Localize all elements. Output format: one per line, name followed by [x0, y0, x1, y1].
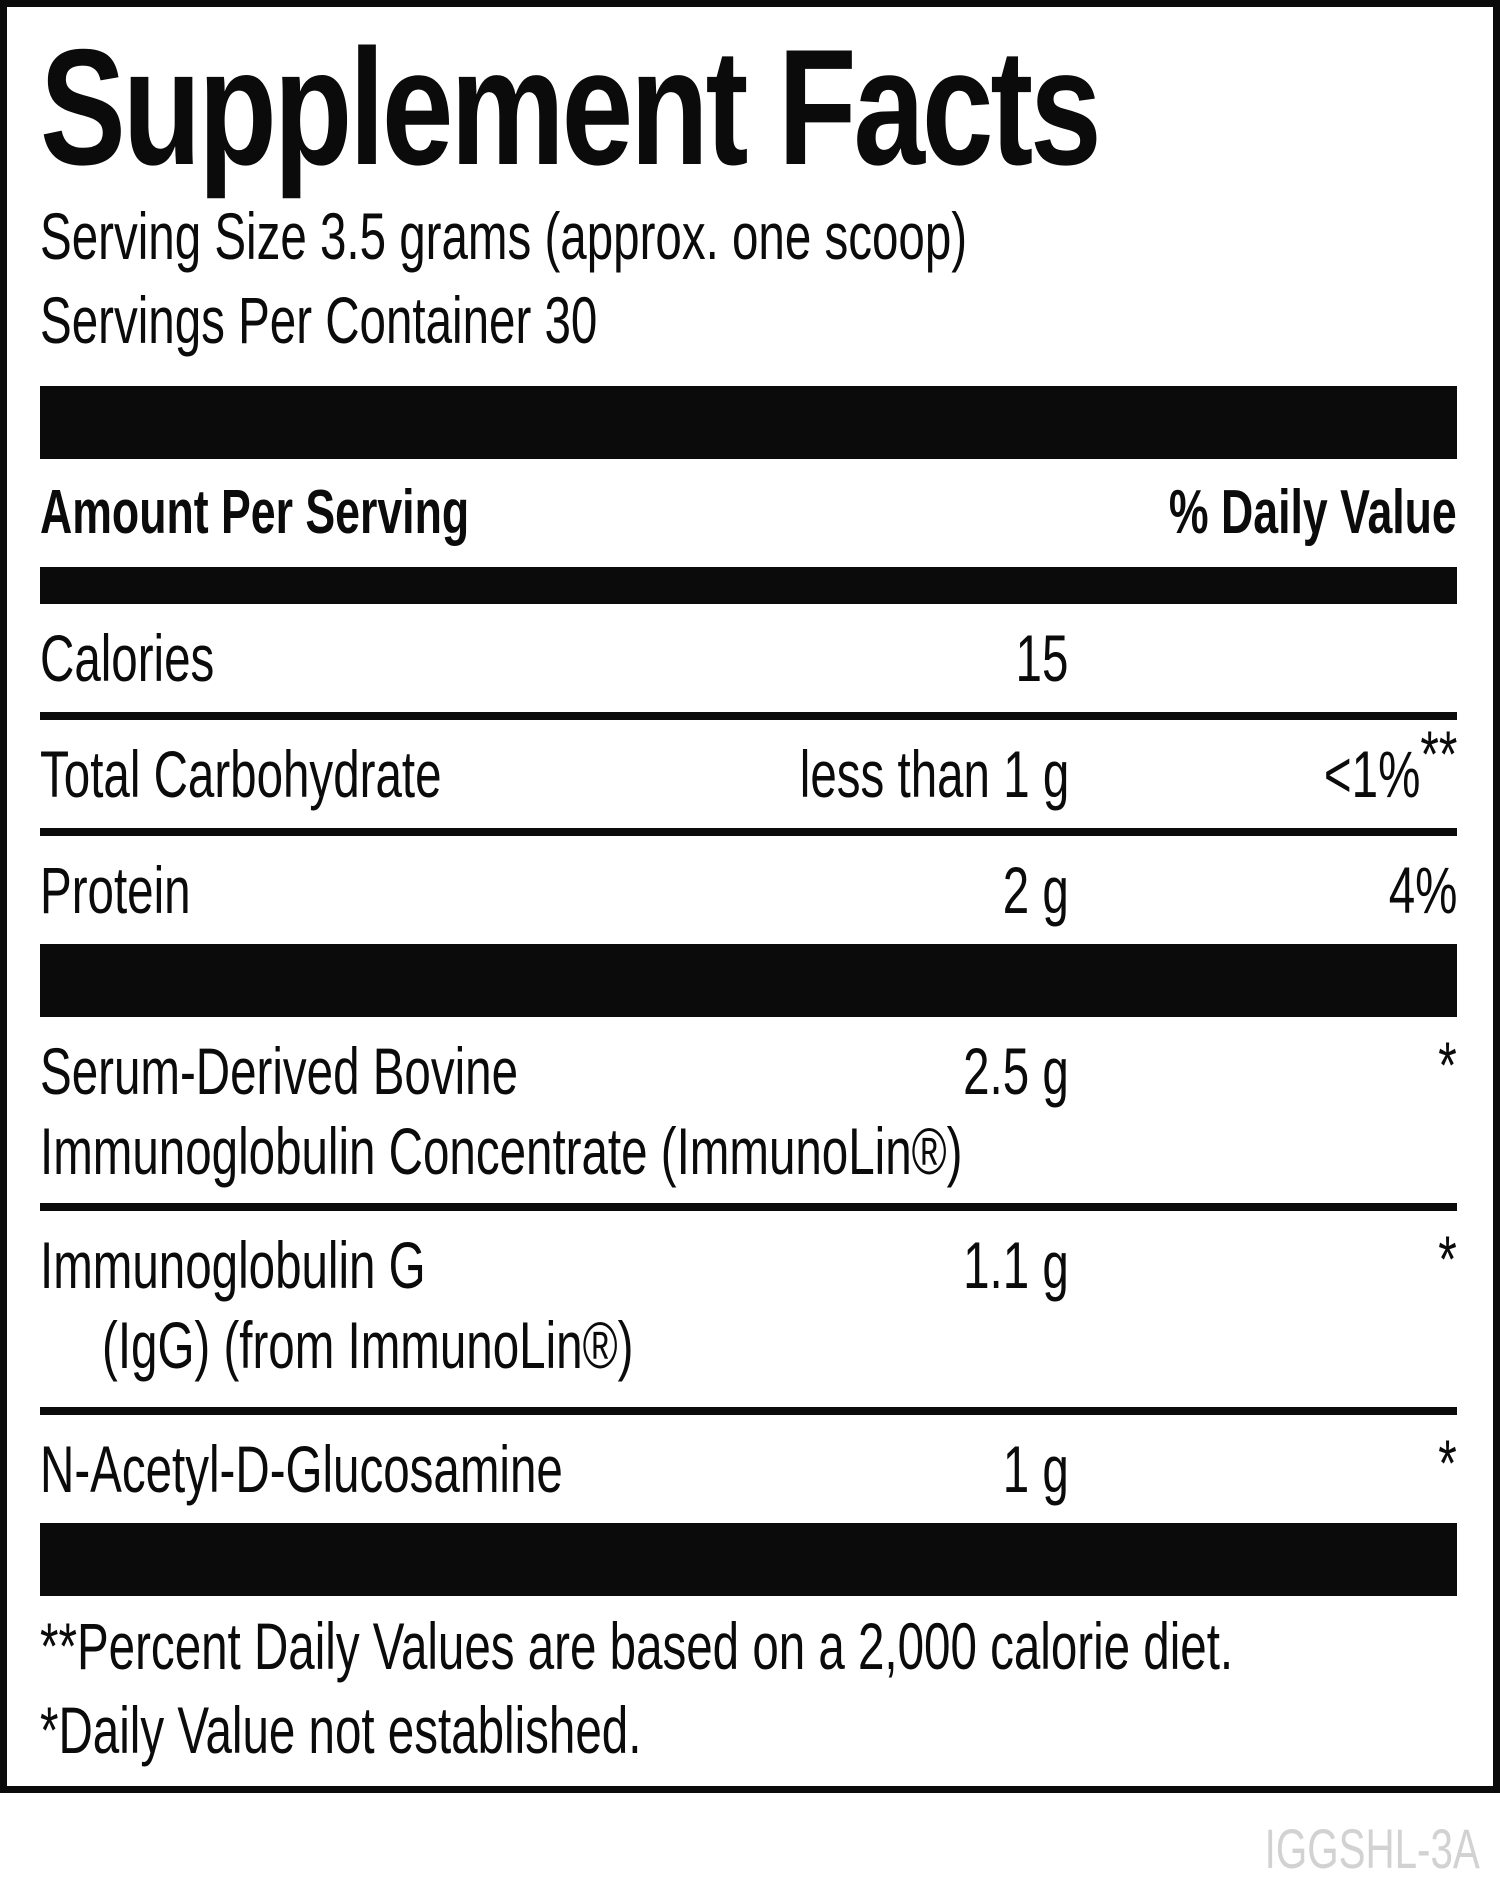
footnote-daily-value-not-established: *Daily Value not established.: [40, 1693, 642, 1768]
daily-value-footnote-marker: **: [1420, 717, 1457, 792]
supplement-facts-panel: Supplement Facts Serving Size 3.5 grams …: [0, 0, 1500, 1793]
product-code: IGGSHL-3A: [1264, 1817, 1480, 1880]
thick-divider-top: [40, 386, 1457, 460]
daily-value-footnote-marker: *: [1438, 1426, 1457, 1501]
medium-divider-header: [40, 567, 1457, 605]
ingredient-row-n-acetyl-d-glucosamine: N-Acetyl-D-Glucosamine 1 g *: [40, 1415, 1457, 1523]
nutrient-row-total-carbohydrate: Total Carbohydrate less than 1 g <1%**: [40, 717, 1457, 828]
nutrient-amount: 2 g: [1002, 853, 1069, 928]
ingredient-amount: 2.5 g: [963, 1034, 1069, 1109]
nutrient-name: Calories: [40, 621, 215, 696]
nutrient-amount: less than 1 g: [799, 737, 1069, 812]
nutrient-name: Total Carbohydrate: [40, 737, 442, 812]
daily-value-header: % Daily Value: [1169, 478, 1457, 548]
thick-divider-middle: [40, 944, 1457, 1018]
ingredient-name-line1: Immunoglobulin G: [40, 1228, 426, 1303]
ingredient-row-serum-derived-bovine: Serum-Derived Bovine Immunoglobulin Conc…: [40, 1017, 1457, 1203]
amount-per-serving-header: Amount Per Serving: [40, 478, 470, 548]
thick-divider-bottom: [40, 1523, 1457, 1597]
row-divider: [40, 828, 1457, 837]
ingredient-name-line2: (IgG) (from ImmunoLin®): [102, 1308, 634, 1383]
row-divider: [40, 1407, 1457, 1416]
panel-title: Supplement Facts: [40, 15, 1457, 199]
ingredient-name-line1: N-Acetyl-D-Glucosamine: [40, 1432, 563, 1507]
row-divider: [40, 1203, 1457, 1212]
row-divider: [40, 712, 1457, 721]
nutrient-amount: 15: [1015, 621, 1069, 696]
nutrient-row-calories: Calories 15: [40, 604, 1457, 712]
nutrient-row-protein: Protein 2 g 4%: [40, 836, 1457, 944]
nutrient-name: Protein: [40, 853, 191, 928]
column-header-row: Amount Per Serving % Daily Value: [40, 459, 1457, 567]
daily-value-footnote-marker: *: [1438, 1028, 1457, 1103]
ingredient-name-line2: Immunoglobulin Concentrate (ImmunoLin®): [40, 1114, 963, 1189]
footnote-percent-daily-values: **Percent Daily Values are based on a 2,…: [40, 1609, 1234, 1684]
servings-per-container-line: Servings Per Container 30: [40, 283, 598, 358]
daily-value-footnote-marker: *: [1438, 1222, 1457, 1297]
nutrient-daily-value: <1%**: [1323, 717, 1457, 812]
nutrient-daily-value: 4%: [1388, 853, 1457, 928]
serving-size-line: Serving Size 3.5 grams (approx. one scoo…: [40, 199, 968, 274]
ingredient-name-line1: Serum-Derived Bovine: [40, 1034, 519, 1109]
panel-title-text: Supplement Facts: [40, 15, 1102, 199]
ingredient-amount: 1 g: [1002, 1432, 1069, 1507]
ingredient-row-immunoglobulin-g: Immunoglobulin G (IgG) (from ImmunoLin®)…: [40, 1211, 1457, 1407]
ingredient-amount: 1.1 g: [963, 1228, 1069, 1303]
